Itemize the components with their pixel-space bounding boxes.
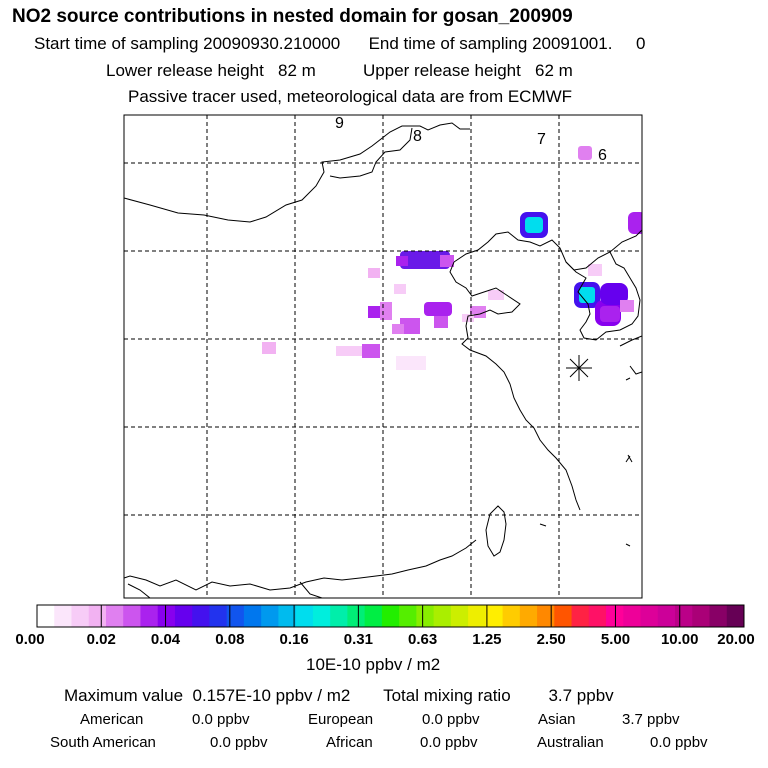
colorbar-cell [468, 605, 486, 627]
start-time-value: 20090930.210000 [203, 34, 341, 53]
end-time-label: End time of sampling [368, 34, 528, 53]
colorbar-tick-label: 0.08 [215, 631, 245, 648]
colorbar-cell [347, 605, 366, 627]
colorbar-tick-label: 1.25 [472, 631, 502, 648]
colorbar-cell [571, 605, 590, 627]
colorbar-cell [364, 605, 383, 627]
colorbar-cell [261, 605, 279, 627]
colorbar-tick-label: 0.63 [408, 631, 438, 648]
colorbar-cell [675, 605, 693, 627]
plot-title: NO2 source contributions in nested domai… [12, 6, 573, 27]
summary-maximum-line: Maximum value 0.157E-10 ppbv / m2 Total … [64, 686, 614, 706]
african-value: 0.0 ppbv [420, 734, 478, 751]
sampling-time-line: Start time of sampling 20090930.210000 E… [34, 34, 646, 54]
colorbar-cell [157, 605, 176, 627]
colorbar-cell [278, 605, 297, 627]
colorbar-cell [88, 605, 107, 627]
colorbar-cell [54, 605, 72, 627]
tracer-note: Passive tracer used, meteorological data… [128, 87, 573, 106]
colorbar-cell [295, 605, 314, 627]
zone-label-8: 8 [413, 128, 422, 145]
south-american-value: 0.0 ppbv [210, 734, 268, 751]
colorbar-frame [36, 604, 745, 628]
colorbar-cell [209, 605, 228, 627]
european-value: 0.0 ppbv [422, 711, 480, 728]
colorbar-cell [330, 605, 348, 627]
end-time-value: 20091001. 0 [532, 34, 646, 53]
start-time-label: Start time of sampling [34, 34, 199, 53]
upper-height-value: 62 m [535, 61, 573, 80]
colorbar-cell [502, 605, 521, 627]
colorbar-cell [726, 605, 745, 627]
colorbar-cell [657, 605, 676, 627]
colorbar-cell [381, 605, 400, 627]
colorbar-cell [588, 605, 607, 627]
colorbar-cell [226, 605, 245, 627]
asian-value: 3.7 ppbv [622, 711, 680, 728]
receptor-asterisk-icon [566, 355, 592, 381]
colorbar-cell [71, 605, 90, 627]
african-label: African [326, 734, 373, 751]
colorbar-tick-label: 0.16 [279, 631, 309, 648]
max-value: 0.157E-10 ppbv / m2 [192, 686, 351, 705]
zone-label-9: 9 [335, 115, 344, 132]
colorbar [36, 604, 745, 628]
asian-label: Asian [538, 711, 576, 728]
source-contribution-map: 9 8 7 6 [123, 114, 643, 599]
colorbar-cell [519, 605, 538, 627]
colorbar-cell [174, 605, 193, 627]
american-value: 0.0 ppbv [192, 711, 250, 728]
colorbar-cell [606, 605, 624, 627]
colorbar-cell [243, 605, 262, 627]
colorbar-cells [37, 605, 745, 627]
map-grid [124, 115, 642, 598]
colorbar-cell [312, 605, 331, 627]
colorbar-cell [692, 605, 711, 627]
map-frame [123, 114, 643, 599]
colorbar-cell [537, 605, 555, 627]
colorbar-cell [433, 605, 452, 627]
colorbar-cell [485, 605, 504, 627]
upper-height-label: Upper release height [363, 61, 521, 80]
colorbar-cell [105, 605, 124, 627]
max-label: Maximum value [64, 686, 184, 705]
colorbar-cell [709, 605, 728, 627]
lower-height-label: Lower release height [106, 61, 264, 80]
colorbar-cell [554, 605, 573, 627]
european-label: European [308, 711, 374, 728]
colorbar-cell [623, 605, 642, 627]
south-american-label: South American [50, 734, 156, 751]
colorbar-cell [450, 605, 469, 627]
colorbar-tick-label: 0.00 [15, 631, 45, 648]
colorbar-cell [416, 605, 435, 627]
coastlines [124, 122, 642, 598]
zone-label-6: 6 [598, 147, 607, 164]
colorbar-cell [37, 605, 55, 627]
australian-label: Australian [537, 734, 604, 751]
total-value: 3.7 ppbv [548, 686, 614, 705]
australian-value: 0.0 ppbv [650, 734, 708, 751]
colorbar-tick-label: 2.50 [536, 631, 566, 648]
colorbar-cell [399, 605, 417, 627]
colorbar-cell [640, 605, 659, 627]
colorbar-unit: 10E-10 ppbv / m2 [306, 655, 441, 674]
colorbar-cell [123, 605, 141, 627]
colorbar-tick-label: 20.00 [717, 631, 755, 648]
release-height-line: Lower release height 82 m Upper release … [106, 61, 573, 81]
total-label: Total mixing ratio [383, 686, 511, 705]
zone-label-7: 7 [537, 131, 546, 148]
lower-height-value: 82 m [278, 61, 316, 80]
colorbar-tick-label: 0.02 [86, 631, 116, 648]
colorbar-tick-label: 0.31 [343, 631, 373, 648]
colorbar-cell [140, 605, 159, 627]
colorbar-cell [192, 605, 210, 627]
colorbar-tick-label: 5.00 [600, 631, 631, 648]
colorbar-tick-label: 0.04 [150, 631, 181, 648]
american-label: American [80, 711, 144, 728]
colorbar-tick-label: 10.00 [660, 631, 699, 648]
